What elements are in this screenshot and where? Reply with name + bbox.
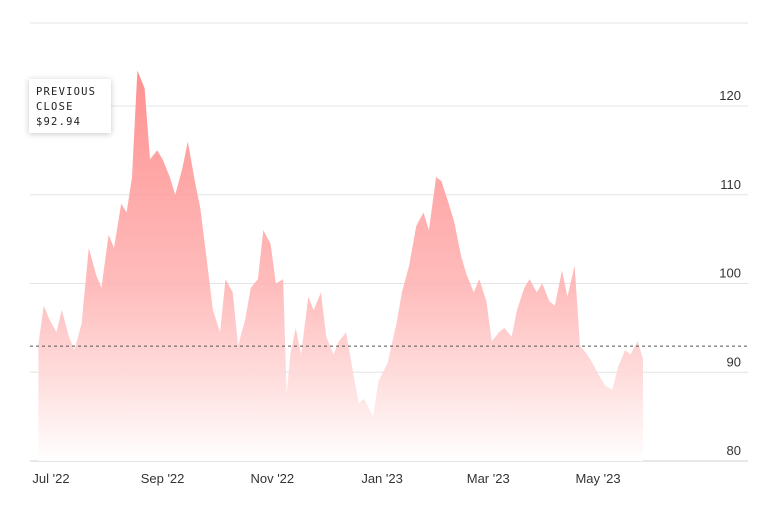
x-tick-label: May '23 (575, 471, 620, 486)
previous-close-label: PREVIOUS CLOSE $92.94 (29, 79, 111, 133)
y-tick-label: 120 (719, 88, 741, 103)
y-tick-label: 100 (719, 266, 741, 281)
x-tick-label: Jul '22 (32, 471, 69, 486)
x-tick-label: Jan '23 (361, 471, 403, 486)
x-tick-label: Sep '22 (141, 471, 185, 486)
y-tick-label: 90 (727, 354, 741, 369)
y-tick-label: 110 (720, 177, 741, 192)
y-axis-labels: 80 90 100 110 120 (719, 88, 741, 458)
previous-close-value: $92.94 (36, 116, 82, 128)
x-tick-label: Mar '23 (467, 471, 510, 486)
x-tick-label: Nov '22 (250, 471, 294, 486)
price-area (38, 70, 643, 461)
y-tick-label: 80 (727, 443, 741, 458)
previous-close-title: PREVIOUS CLOSE (36, 86, 97, 113)
x-axis-labels: Jul '22 Sep '22 Nov '22 Jan '23 Mar '23 May '… (32, 471, 620, 486)
